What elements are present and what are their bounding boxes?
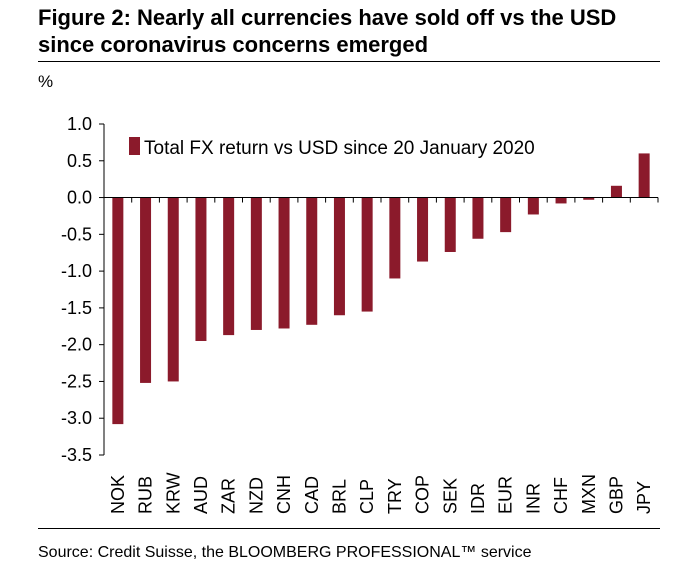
y-tick-label: 0.5 xyxy=(67,151,92,171)
bar-zar xyxy=(223,197,235,336)
x-tick-label: AUD xyxy=(191,476,211,514)
bar-cop xyxy=(417,197,429,262)
x-tick-label: MXN xyxy=(579,474,599,514)
bar-try xyxy=(389,197,401,279)
bar-chart: 1.0 0.5 0.0 -0.5 -1.0 -1.5 -2.0 -2.5 -3.0 -3.5 NOK… xyxy=(61,114,659,514)
y-tick-label: -1.0 xyxy=(61,261,92,281)
legend-swatch xyxy=(129,137,140,155)
x-tick-label: NOK xyxy=(108,475,128,514)
x-tick-label: EUR xyxy=(496,476,516,514)
x-tick-label: SEK xyxy=(440,478,460,514)
bar-jpy xyxy=(638,153,650,198)
bar-rub xyxy=(140,197,152,383)
legend-label: Total FX return vs USD since 20 January … xyxy=(144,138,535,159)
bar-sek xyxy=(444,197,456,252)
y-tick-label: -0.5 xyxy=(61,224,92,244)
y-tick-label: -3.5 xyxy=(61,445,92,465)
bar-krw xyxy=(167,197,179,382)
bar-mxn xyxy=(583,197,595,200)
x-tick-label: IDR xyxy=(468,483,488,514)
x-tick-label: RUB xyxy=(136,476,156,514)
bar-nok xyxy=(112,197,124,425)
source-divider xyxy=(38,528,660,529)
y-tick-label: 1.0 xyxy=(67,114,92,134)
title-divider xyxy=(38,61,660,62)
x-tick-label: CNH xyxy=(274,475,294,514)
y-tick-label: -2.5 xyxy=(61,371,92,391)
bar-idr xyxy=(472,197,484,239)
bar-chf xyxy=(555,197,567,204)
bar-cnh xyxy=(278,197,290,329)
bar-clp xyxy=(361,197,373,312)
y-tick-label: 0.0 xyxy=(67,188,92,208)
x-tick-label: TRY xyxy=(385,478,405,514)
x-tick-label: COP xyxy=(413,475,433,514)
y-tick-label: -1.5 xyxy=(61,298,92,318)
x-tick-label: CLP xyxy=(357,479,377,514)
x-tick-label: ZAR xyxy=(219,478,239,514)
x-tick-label: CHF xyxy=(551,477,571,514)
y-tick-label: -3.0 xyxy=(61,408,92,428)
bar-brl xyxy=(333,197,345,316)
x-tick-label: CAD xyxy=(302,476,322,514)
y-tick-label: -2.0 xyxy=(61,335,92,355)
bar-inr xyxy=(527,197,539,215)
x-tick-label: INR xyxy=(523,483,543,514)
bar-aud xyxy=(195,197,207,341)
y-unit-label: % xyxy=(38,72,54,91)
bar-eur xyxy=(500,197,512,233)
x-tick-label: BRL xyxy=(329,479,349,514)
chart-title: Figure 2: Nearly all currencies have sol… xyxy=(38,5,617,57)
bar-nzd xyxy=(250,197,262,330)
x-tick-label: KRW xyxy=(163,472,183,514)
bar-gbp xyxy=(610,185,622,198)
source-note: Source: Credit Suisse, the BLOOMBERG PRO… xyxy=(38,544,532,561)
bar-cad xyxy=(306,197,318,325)
x-tick-label: GBP xyxy=(606,476,626,514)
x-tick-label: JPY xyxy=(634,481,654,514)
x-tick-label: NZD xyxy=(246,477,266,514)
